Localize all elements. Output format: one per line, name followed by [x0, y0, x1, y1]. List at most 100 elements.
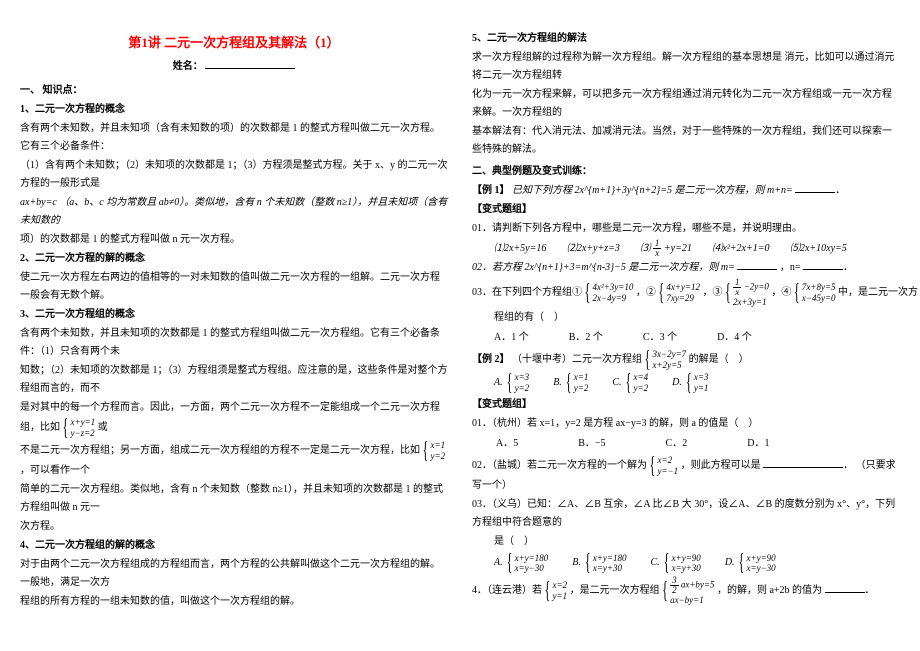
o4b: y=1	[694, 383, 709, 394]
h3: 3、二元一次方程组的概念	[20, 306, 448, 324]
q23-A: A. x+y=180x=y−30	[494, 553, 548, 575]
h5: 5、二元一次方程组的解法	[472, 30, 900, 48]
p5c: 基本解法有：代入消元法、加减消元法。当然，对于一些特殊的一次方程组，我们还可以探…	[472, 123, 900, 159]
heading-examples: 二、典型例题及变式训练：	[472, 163, 900, 181]
g1a: x+y=1	[71, 417, 96, 428]
g2a: x=1	[431, 440, 446, 451]
name-blank[interactable]	[205, 58, 295, 69]
q4gb: ax−by=1	[670, 595, 714, 606]
q01-3: ⑶ 1x +y=21	[640, 243, 694, 254]
g4a: 4x+y=12	[666, 282, 700, 293]
p5a: 求一次方程组解的过程称为解一次方程组。解一次方程组的基本思想是 消元，比如可以通…	[472, 49, 900, 85]
q03-text: 03．在下列四个方程组①	[472, 287, 582, 298]
q21-A: A．5	[496, 435, 518, 453]
q21-C: C．2	[666, 435, 688, 453]
p1a: 含有两个未知数，并且未知项（含有未知数的项）的次数都是 1 的整式方程叫做二元一…	[20, 120, 448, 156]
ex1: 【例 1】 已知下列方程 2x^{m+1}+3y^{n+2}=5 是二元一次方程…	[472, 182, 900, 200]
s1a: x=2	[658, 455, 679, 466]
b-q4: x=2 y=1	[545, 580, 568, 602]
p4b: 程组的所有方程的一组未知数的值，叫做这个一次方程组的解。	[20, 593, 448, 611]
q24: 4．（连云港）若 x=2 y=1 ，是二元一次方程组 32 ax+by=5 ax…	[472, 576, 900, 606]
title-prefix: 第1讲	[128, 35, 161, 50]
q02-blank-m[interactable]	[737, 260, 777, 270]
h2: 2、二元一次方程的解的概念	[20, 250, 448, 268]
var2-head: 【变式题组】	[472, 396, 900, 414]
q21-B: B．−5	[578, 435, 605, 453]
p3a: 含有两个未知数，并且未知项的次数都是 1 的整式方程组叫做二元一次方程组。它有三…	[20, 325, 448, 361]
h4: 4、二元一次方程组的解的概念	[20, 537, 448, 555]
title-main: 二元一次方程组及其解法（1）	[164, 35, 340, 50]
ex1-blank[interactable]	[795, 183, 835, 193]
q24-end: ，的解，则 a+2b 的值为	[717, 585, 822, 596]
o3b: y=2	[634, 383, 649, 394]
name-line: 姓名：	[20, 58, 448, 76]
b-g5: 1x −2y=0 2x+3y=1	[725, 278, 769, 308]
abc-row-1: A．1 个 B．2 个 C．3 个 D．4 个	[472, 329, 900, 347]
p3c: 是对其中的每一个方程而言。因此，一方面，两个二元一次方程不一定能组成一个二元一次…	[20, 399, 448, 439]
p3d-text: 不是二元一次方程组；另一方面，组成二元一次方程组的方程不一定是二元一次方程，比如	[20, 445, 420, 456]
q24-mid: ，是二元一次方程组	[570, 585, 660, 596]
b-g6: 7x+8y=5 x−45y=0	[794, 282, 836, 304]
q22-text: 02．（盐城）若二元一次方程的一个解为	[472, 460, 647, 471]
q3Da: x+y=90	[747, 553, 776, 564]
name-label: 姓名：	[173, 61, 203, 72]
q24-blank[interactable]	[825, 583, 865, 593]
opt-A: A．1 个	[494, 329, 529, 347]
q03-mid3: ，④	[771, 287, 791, 298]
brace-1: x+y=1 y−z=2	[63, 417, 96, 439]
g2b: y=2	[431, 451, 446, 462]
q23-D: D. x+y=90x=y−30	[725, 553, 776, 575]
q3Db: x=y−30	[747, 563, 776, 574]
q03-mid: ，②	[636, 287, 656, 298]
ex1-label: 【例 1】	[472, 185, 510, 196]
q4ga-b: 2	[670, 586, 679, 595]
q22-end: ，则此方程可以是	[681, 460, 761, 471]
ex2-label: 【例 2】	[472, 354, 510, 365]
p1c-left: ax+by=c （a、b、c 均为常数且 ab≠0）。类似地，含有 n 个未知数…	[20, 197, 447, 226]
o3a: x=4	[634, 372, 649, 383]
q24-text: 4．（连云港）若	[472, 585, 542, 596]
p3d: 不是二元一次方程组；另一方面，组成二元一次方程组的方程不一定是二元一次方程，比如…	[20, 440, 448, 480]
var1-head: 【变式题组】	[472, 201, 900, 219]
q03: 03．在下列四个方程组① 4x²+3y=10 2x−4y=9 ，② 4x+y=1…	[472, 278, 900, 308]
q01: 01．请判断下列各方程中，哪些是二元一次方程，哪些不是，并说明理由。	[472, 220, 900, 238]
q01-5: ⑷x²+2x+1=0	[712, 243, 769, 254]
ex2a: 3x−2y=7	[653, 349, 687, 360]
q23-C: C. x+y=90x=y+30	[651, 553, 701, 575]
opt-B: B．2 个	[569, 329, 603, 347]
ex2-end: 的解是（ ）	[689, 354, 749, 365]
document-page: 第1讲 二元一次方程组及其解法（1） 姓名： 一、 知识点： 1、二元一次方程的…	[20, 30, 900, 621]
g6a: 7x+8y=5	[802, 282, 836, 293]
q21-opts: A．5 B．−5 C．2 D．1	[496, 435, 900, 453]
q02b: ，n=	[780, 262, 801, 273]
q02-blank-n[interactable]	[803, 260, 843, 270]
g5a-bot: x	[733, 288, 742, 297]
q4a: x=2	[553, 580, 568, 591]
q01-3-pre: ⑶	[640, 243, 650, 254]
q03-end: 中，是二元一次方	[838, 287, 918, 298]
q02-text: 02．若方程 2x^{n+1}+3=m^{n-3}−5 是二元一次方程，则 m=	[472, 262, 735, 273]
p1c-1: ax+by=c （a、b、c 均为常数且 ab≠0）。类似地，含有 n 个未知数…	[20, 194, 448, 230]
p3b: 知数；（2）未知项的次数都是 1；（3）方程组须是整式方程组。应注意的是，这些条…	[20, 362, 448, 398]
p1c-2: 项）的次数都是 1 的整式方程叫做 n 元一次方程。	[20, 231, 448, 249]
opt-D: D．4 个	[717, 329, 752, 347]
q23-B: B. x+y=180x=y+30	[572, 553, 626, 575]
g5a-rest: −2y=0	[744, 282, 769, 292]
p3e: 简单的二元一次方程组。类似地，含有 n 个未知数（整数 n≥1），并且未知项的次…	[20, 481, 448, 517]
o4a: x=3	[694, 372, 709, 383]
ex2-B: B. x=1y=2	[553, 372, 588, 394]
q4b: y=1	[553, 591, 568, 602]
ex2-A: A. x=3y=2	[494, 372, 529, 394]
q01-2: ⑵2x+y+z=3	[567, 243, 620, 254]
ex2-opts: A. x=3y=2 B. x=1y=2 C. x=4y=2 D. x=3y=1	[472, 372, 900, 394]
ex2b: x+2y=5	[653, 360, 687, 371]
p3f: 次方程。	[20, 518, 448, 536]
q22: 02．（盐城）若二元一次方程的一个解为 x=2 y=−1 ，则此方程可以是 ． …	[472, 455, 900, 495]
q22-blank[interactable]	[763, 458, 843, 468]
b-q4g: 32 ax+by=5 ax−by=1	[662, 576, 714, 606]
p1b: （1）含有两个未知数；（2）未知项的次数都是 1；（3）方程须是整式方程。关于 …	[20, 157, 448, 193]
q21: 01．（杭州）若 x=1，y=2 是方程 ax−y=3 的解，则 a 的值是（ …	[472, 415, 900, 433]
ex2-src: （十堰中考）二元一次方程组	[512, 354, 642, 365]
p2a: 使二元一次方程左右两边的值相等的一对未知数的值叫做二元一次方程的一组解。二元一次…	[20, 269, 448, 305]
g3a: 4x²+3y=10	[593, 282, 634, 293]
